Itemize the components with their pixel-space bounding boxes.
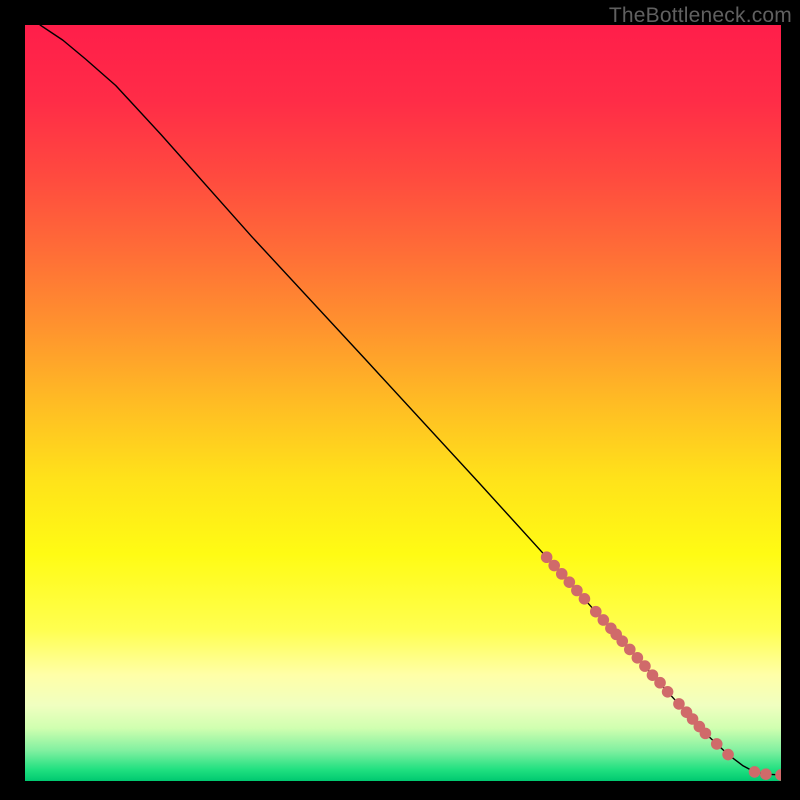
data-marker [654,677,666,689]
plot-area [25,25,781,781]
data-marker [639,660,651,672]
data-marker [700,728,712,740]
gradient-background [25,25,781,781]
data-marker [749,766,761,778]
chart-container: TheBottleneck.com [0,0,800,800]
data-marker [722,749,734,761]
data-marker [662,686,674,698]
data-marker [711,738,723,750]
data-marker [579,593,591,605]
plot-svg [25,25,781,781]
data-marker [760,768,772,780]
